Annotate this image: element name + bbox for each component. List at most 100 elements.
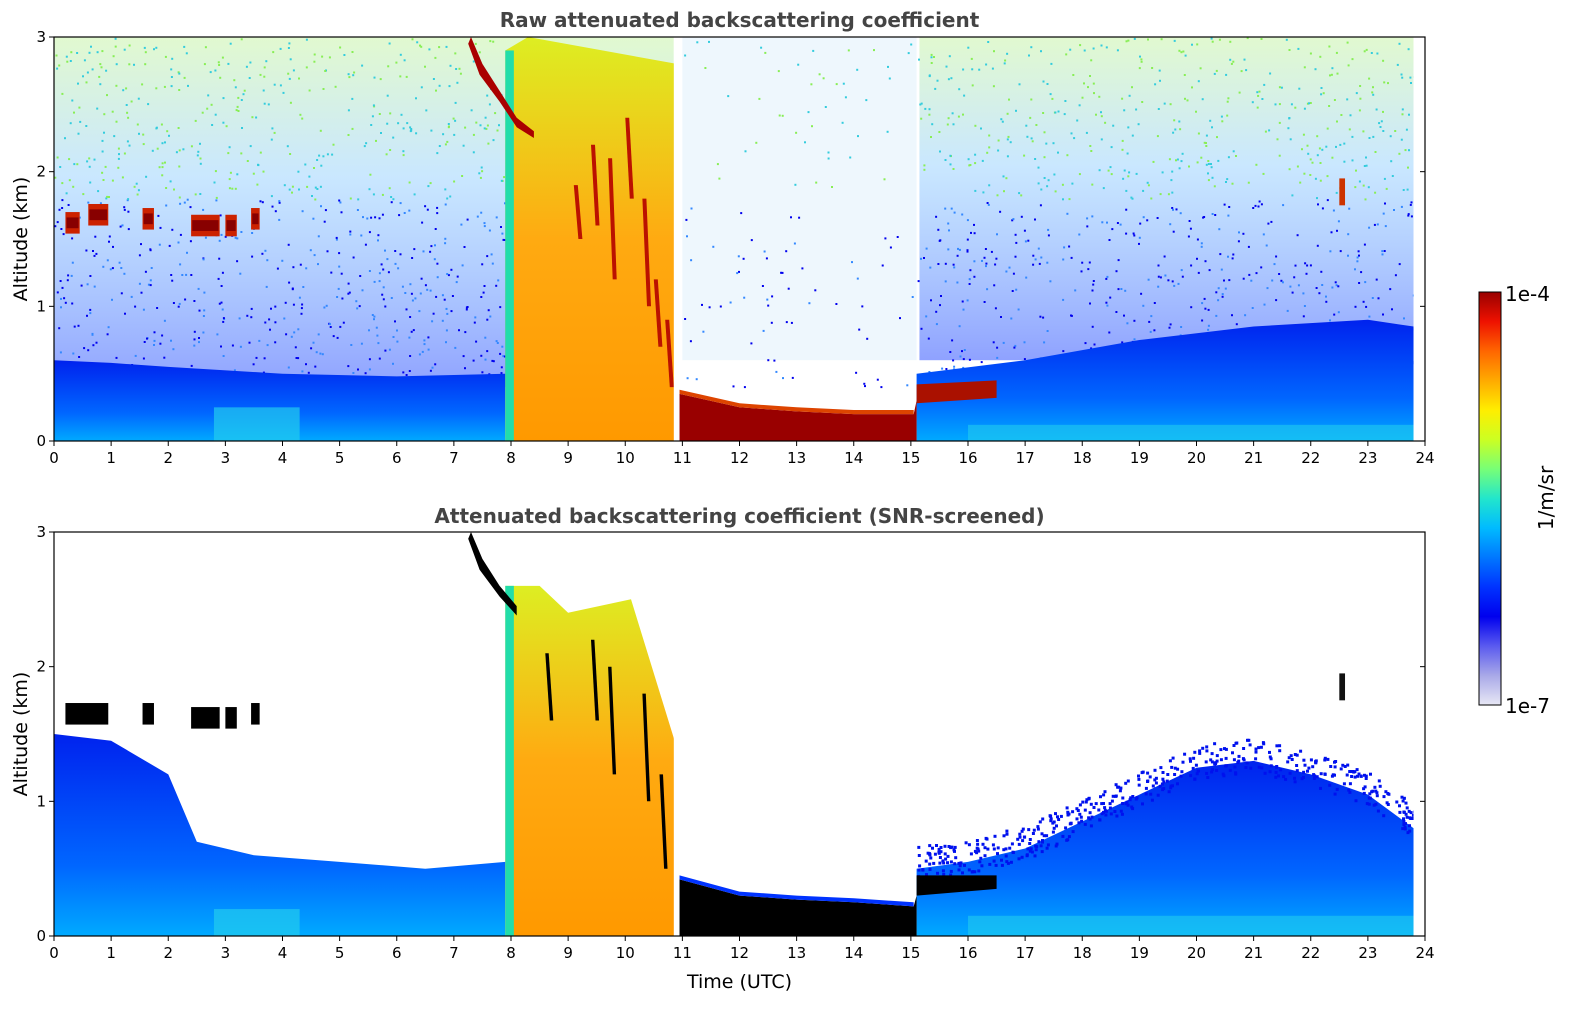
- edge-speck: [1004, 847, 1008, 851]
- noise-speck: [199, 162, 202, 165]
- noise-speck: [89, 312, 92, 315]
- noise-speck: [1123, 109, 1126, 112]
- noise-speck: [1147, 38, 1149, 41]
- edge-speck: [1408, 824, 1411, 828]
- noise-speck: [962, 68, 965, 71]
- edge-speck: [1333, 792, 1337, 796]
- noise-speck: [273, 83, 276, 86]
- noise-speck: [410, 330, 413, 333]
- noise-speck: [827, 157, 830, 160]
- edge-speck: [1028, 849, 1032, 853]
- edge-speck: [1368, 796, 1372, 800]
- noise-speck: [491, 359, 494, 362]
- noise-speck: [920, 327, 923, 330]
- noise-speck: [276, 267, 279, 270]
- noise-speck: [1074, 289, 1077, 292]
- noise-speck: [127, 116, 130, 119]
- noise-speck: [343, 54, 346, 56]
- noise-speck: [324, 209, 327, 212]
- noise-speck: [1224, 287, 1227, 290]
- noise-speck: [233, 369, 236, 372]
- noise-speck: [142, 357, 145, 360]
- noise-speck: [490, 253, 493, 256]
- noise-speck: [1062, 350, 1065, 353]
- noise-speck: [128, 63, 131, 66]
- noise-speck: [761, 285, 764, 287]
- noise-speck: [101, 50, 104, 53]
- noise-speck: [1389, 288, 1392, 291]
- noise-speck: [106, 259, 109, 262]
- edge-speck: [1289, 754, 1293, 758]
- edge-speck: [1078, 812, 1082, 816]
- panel-raw-ylabel: Altitude (km): [10, 177, 32, 302]
- noise-speck: [236, 105, 239, 108]
- noise-speck: [278, 201, 281, 204]
- edge-speck: [1183, 752, 1187, 756]
- noise-speck: [193, 330, 196, 333]
- edge-speck: [1102, 810, 1105, 814]
- noise-speck: [1153, 329, 1156, 332]
- noise-speck: [228, 178, 231, 181]
- noise-speck: [123, 272, 126, 275]
- noise-speck: [1232, 60, 1235, 63]
- edge-speck: [1353, 770, 1357, 774]
- noise-speck: [1040, 188, 1043, 191]
- noise-speck: [352, 256, 355, 259]
- noise-speck: [1063, 246, 1066, 249]
- noise-speck: [1367, 186, 1370, 189]
- noise-speck: [1171, 170, 1174, 173]
- noise-speck: [1299, 181, 1302, 184]
- boundary-layer-highlight: [213, 407, 300, 441]
- edge-speck: [1179, 774, 1183, 778]
- noise-speck: [1318, 147, 1321, 150]
- edge-speck: [1368, 792, 1372, 796]
- noise-speck: [423, 339, 426, 342]
- noise-speck: [499, 306, 502, 309]
- precipitation-streaks: [468, 37, 674, 388]
- noise-speck: [464, 367, 466, 370]
- noise-speck: [103, 113, 106, 116]
- edge-speck: [1312, 776, 1316, 780]
- edge-speck: [1028, 838, 1032, 841]
- noise-speck: [225, 125, 228, 128]
- noise-speck: [298, 188, 300, 191]
- x-tick-label: 0: [49, 944, 59, 962]
- noise-speck: [966, 299, 969, 302]
- noise-speck: [71, 99, 74, 102]
- noise-speck: [204, 236, 207, 239]
- edge-speck: [970, 870, 974, 874]
- noise-speck: [952, 168, 955, 170]
- noise-speck: [478, 172, 481, 175]
- noise-speck: [193, 344, 196, 347]
- noise-speck: [1172, 230, 1175, 233]
- noise-speck: [907, 52, 910, 55]
- noise-speck: [1228, 279, 1231, 282]
- noise-speck: [410, 128, 413, 130]
- noise-speck: [765, 257, 768, 260]
- noise-speck: [464, 331, 467, 334]
- screened-layer-surface: [968, 915, 1414, 936]
- panel-screened-ylabel: Altitude (km): [10, 672, 32, 797]
- noise-speck: [1331, 67, 1334, 70]
- noise-speck: [1023, 341, 1026, 344]
- noise-speck: [472, 60, 475, 63]
- noise-speck: [461, 264, 464, 267]
- noise-speck: [1328, 45, 1331, 48]
- noise-speck: [1191, 86, 1193, 89]
- edge-speck: [969, 852, 973, 856]
- noise-speck: [1020, 215, 1023, 218]
- noise-speck: [1100, 44, 1103, 47]
- noise-speck: [228, 146, 231, 149]
- noise-speck: [292, 303, 295, 306]
- noise-speck: [1037, 166, 1040, 169]
- noise-speck: [347, 73, 350, 76]
- noise-speck: [1211, 40, 1214, 43]
- noise-speck: [1078, 173, 1081, 176]
- noise-speck: [1319, 179, 1322, 182]
- noise-speck: [149, 248, 152, 251]
- noise-speck: [106, 94, 108, 97]
- noise-speck: [1303, 107, 1306, 110]
- noise-speck: [86, 314, 88, 317]
- noise-speck: [240, 231, 243, 233]
